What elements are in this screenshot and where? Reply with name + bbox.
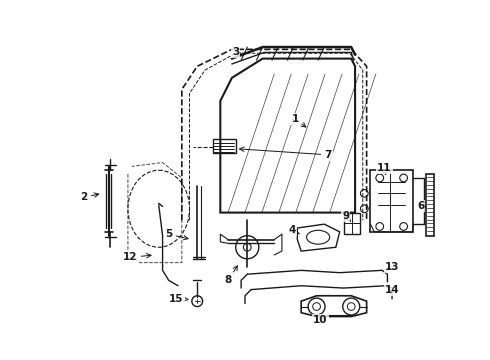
Text: 14: 14 <box>385 285 399 294</box>
Text: 10: 10 <box>313 315 328 325</box>
Text: 11: 11 <box>377 163 392 175</box>
Text: 7: 7 <box>240 147 332 160</box>
Text: 6: 6 <box>417 202 425 211</box>
Text: 15: 15 <box>169 294 188 304</box>
Bar <box>213 139 236 153</box>
Text: 5: 5 <box>165 229 188 240</box>
Text: 12: 12 <box>123 252 151 262</box>
Text: 2: 2 <box>80 192 98 202</box>
Bar <box>370 170 413 232</box>
Text: 9: 9 <box>343 211 351 221</box>
Bar <box>343 213 361 234</box>
Text: 4: 4 <box>288 225 299 235</box>
Text: 8: 8 <box>224 266 238 285</box>
Text: 3: 3 <box>232 48 243 58</box>
Text: 13: 13 <box>385 261 399 271</box>
Bar <box>426 174 434 236</box>
Text: 1: 1 <box>292 114 306 127</box>
